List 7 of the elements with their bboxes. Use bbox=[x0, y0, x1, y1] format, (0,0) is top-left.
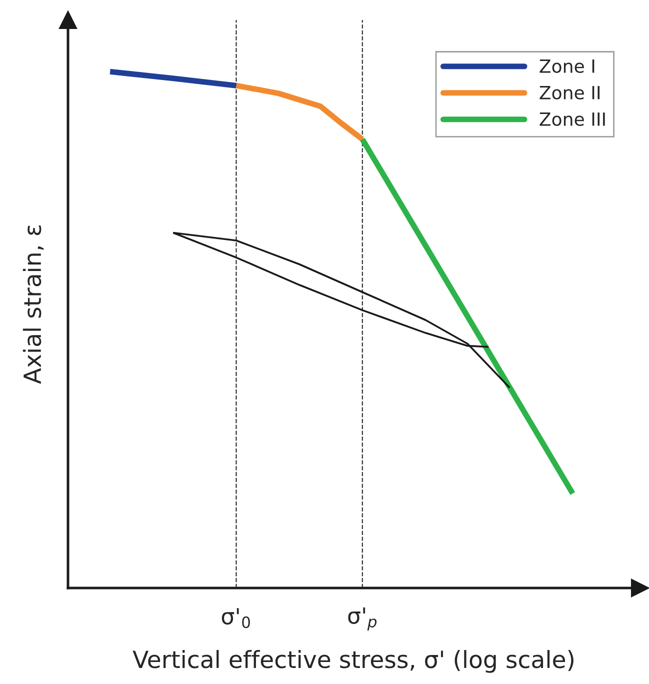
x-tick-label: σ'$_{0}$ bbox=[222, 608, 250, 628]
legend-label: Zone II bbox=[540, 86, 600, 100]
x-axis-title: Vertical effective stress, σ' (log scale) bbox=[132, 650, 574, 673]
legend-label: Zone I bbox=[540, 60, 594, 73]
y-axis-title: Axial strain, ε bbox=[22, 225, 44, 384]
legend-label: Zone III bbox=[540, 112, 605, 126]
x-tick-label: σ'$_{p}$ bbox=[348, 607, 377, 631]
